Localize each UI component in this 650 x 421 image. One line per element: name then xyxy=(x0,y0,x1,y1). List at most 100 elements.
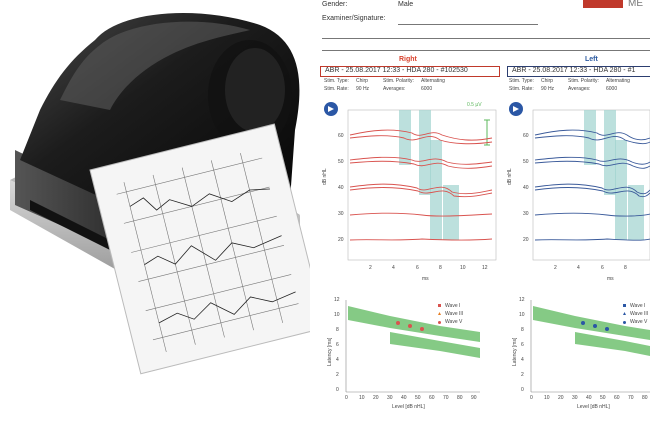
x-tick: 12 xyxy=(482,265,488,271)
x-tick: 40 xyxy=(401,395,407,401)
y-axis-label: dB nHL xyxy=(322,168,328,185)
x-tick: 70 xyxy=(443,395,449,401)
left-stim-type-label: Stim. Type: xyxy=(509,78,534,84)
right-ear-title: Right xyxy=(399,56,417,63)
left-stim-type-value: Chirp xyxy=(541,78,553,84)
x-tick: 20 xyxy=(558,395,564,401)
legend-wave-iii: Wave III xyxy=(630,311,649,317)
y-tick: 20 xyxy=(523,237,529,243)
x-tick: 0 xyxy=(530,395,533,401)
y-tick: 8 xyxy=(521,327,524,333)
x-axis-label: Level [dB nHL] xyxy=(577,404,610,410)
right-test-box xyxy=(320,66,500,77)
x-tick: 50 xyxy=(600,395,606,401)
scale-label: 0.5 µV xyxy=(467,102,482,108)
left-test-box xyxy=(507,66,650,77)
right-stim-rate-value: 90 Hz xyxy=(356,86,370,92)
left-stim-rate-value: 90 Hz xyxy=(541,86,555,92)
printer-illustration xyxy=(0,0,326,416)
right-stim-type-value: Chirp xyxy=(356,78,368,84)
printer-icon xyxy=(10,12,326,375)
y-tick: 10 xyxy=(334,312,340,318)
x-tick: 30 xyxy=(387,395,393,401)
y-axis-label: Latency [ms] xyxy=(512,337,518,366)
legend-wave-i: Wave I xyxy=(445,303,461,309)
y-tick: 30 xyxy=(523,211,529,217)
x-tick: 80 xyxy=(642,395,648,401)
y-tick: 2 xyxy=(521,372,524,378)
x-tick: 6 xyxy=(601,265,604,271)
y-tick: 60 xyxy=(338,133,344,139)
x-tick: 50 xyxy=(415,395,421,401)
signature-line xyxy=(398,24,538,25)
left-test-label: ABR - 25.08.2017 12:33 - HDA 280 - #1 xyxy=(512,67,636,74)
y-tick: 4 xyxy=(521,357,524,363)
y-tick: 30 xyxy=(338,211,344,217)
x-axis-label: Level [dB nHL] xyxy=(392,404,425,410)
x-axis-label: ms xyxy=(607,276,614,282)
right-test-label: ABR - 25.08.2017 12:33 - HDA 280 - #1025… xyxy=(325,67,468,74)
x-tick: 70 xyxy=(628,395,634,401)
legend-wave-v: Wave V xyxy=(630,319,648,325)
x-tick: 10 xyxy=(544,395,550,401)
right-stim-type-label: Stim. Type: xyxy=(324,78,349,84)
left-stim-pol-value: Alternating xyxy=(606,78,630,84)
y-tick: 50 xyxy=(338,159,344,165)
y-tick: 0 xyxy=(521,387,524,393)
y-tick: 8 xyxy=(336,327,339,333)
gender-value: Male xyxy=(398,1,414,8)
x-tick: 2 xyxy=(369,265,372,271)
divider xyxy=(322,38,650,39)
logo-text: ME xyxy=(628,0,643,9)
x-tick: 4 xyxy=(392,265,395,271)
y-tick: 6 xyxy=(521,342,524,348)
examiner-label: Examiner/Signature: xyxy=(322,15,386,22)
y-tick: 12 xyxy=(519,297,525,303)
x-tick: 6 xyxy=(416,265,419,271)
y-tick: 40 xyxy=(523,185,529,191)
legend-wave-v: Wave V xyxy=(445,319,463,325)
x-tick: 8 xyxy=(439,265,442,271)
y-axis-label: Latency [ms] xyxy=(327,337,333,366)
y-tick: 50 xyxy=(523,159,529,165)
left-averages-label: Averages: xyxy=(568,86,591,92)
y-tick: 40 xyxy=(338,185,344,191)
x-tick: 2 xyxy=(554,265,557,271)
left-stim-rate-label: Stim. Rate: xyxy=(509,86,534,92)
y-tick: 10 xyxy=(519,312,525,318)
gender-label: Gender: xyxy=(322,1,348,8)
logo xyxy=(583,0,623,8)
y-tick: 20 xyxy=(338,237,344,243)
x-tick: 10 xyxy=(359,395,365,401)
right-waveform-plot: 0.5 µV 60 50 40 30 20 dB nHL 2 4 6 8 10 … xyxy=(322,100,502,290)
y-tick: 4 xyxy=(336,357,339,363)
y-axis-label: dB nHL xyxy=(507,168,513,185)
left-stim-pol-label: Stim. Polarity: xyxy=(568,78,599,84)
x-tick: 90 xyxy=(471,395,477,401)
y-tick: 60 xyxy=(523,133,529,139)
x-axis-label: ms xyxy=(422,276,429,282)
right-stim-pol-label: Stim. Polarity: xyxy=(383,78,414,84)
left-latency-plot: Wave I Wave III Wave V 12 10 8 6 4 2 0 L… xyxy=(512,296,650,414)
x-tick: 80 xyxy=(457,395,463,401)
x-tick: 10 xyxy=(460,265,466,271)
right-stim-pol-value: Alternating xyxy=(421,78,445,84)
left-ear-title: Left xyxy=(585,56,598,63)
x-tick: 8 xyxy=(624,265,627,271)
right-averages-value: 6000 xyxy=(421,86,433,92)
left-waveform-plot: 60 50 40 30 20 dB nHL 2 4 6 8 ms xyxy=(507,100,650,290)
right-averages-label: Averages: xyxy=(383,86,406,92)
right-latency-plot: Wave I Wave III Wave V 12 10 8 6 4 2 0 L… xyxy=(327,296,490,414)
right-stim-rate-label: Stim. Rate: xyxy=(324,86,349,92)
x-tick: 20 xyxy=(373,395,379,401)
y-tick: 0 xyxy=(336,387,339,393)
legend-wave-i: Wave I xyxy=(630,303,646,309)
x-tick: 30 xyxy=(572,395,578,401)
x-tick: 4 xyxy=(577,265,580,271)
x-tick: 60 xyxy=(614,395,620,401)
y-tick: 12 xyxy=(334,297,340,303)
x-tick: 40 xyxy=(586,395,592,401)
legend-wave-iii: Wave III xyxy=(445,311,464,317)
left-averages-value: 6000 xyxy=(606,86,618,92)
y-tick: 6 xyxy=(336,342,339,348)
